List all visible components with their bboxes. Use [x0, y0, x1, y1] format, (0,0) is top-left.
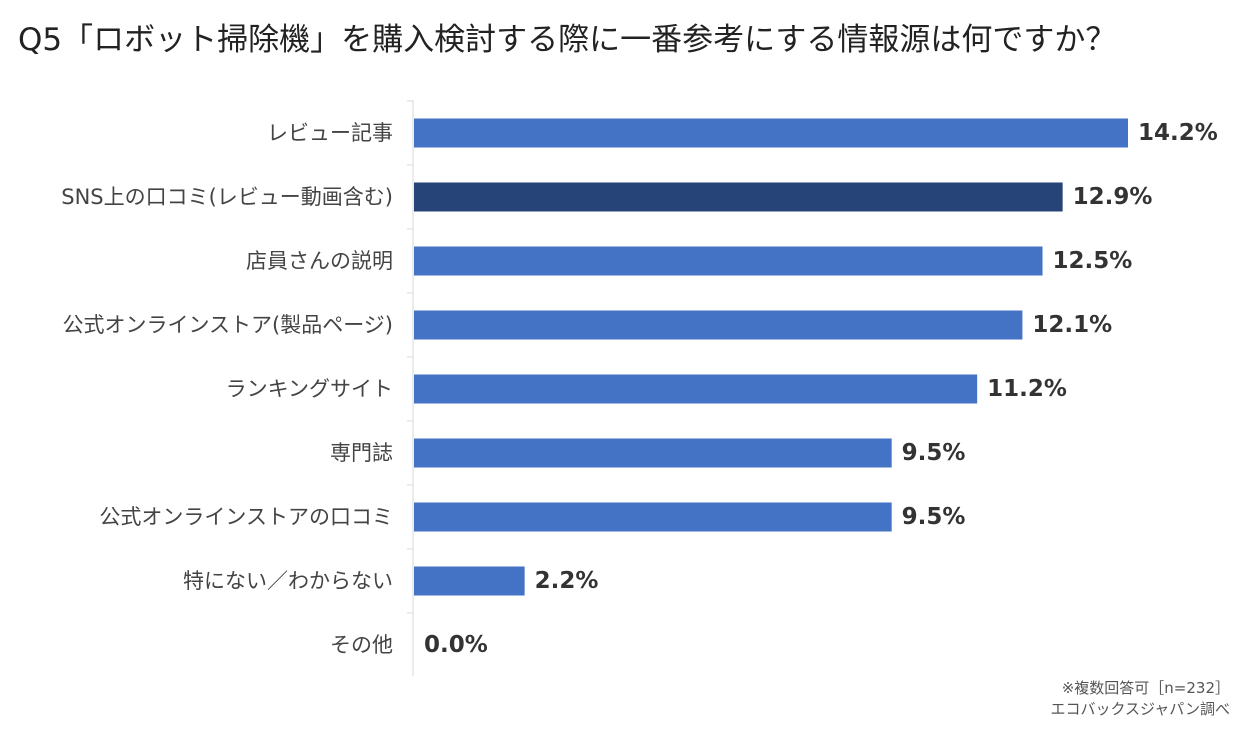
bar	[414, 566, 525, 596]
value-label: 9.5%	[902, 440, 966, 466]
footnote: ※複数回答可［n=232］ エコバックスジャパン調べ	[1050, 678, 1230, 720]
value-label: 9.5%	[902, 504, 966, 530]
bar	[414, 438, 892, 468]
value-label: 2.2%	[535, 568, 599, 594]
category-label: 専門誌	[330, 441, 393, 465]
value-label: 12.9%	[1073, 184, 1153, 210]
footnote-source: エコバックスジャパン調べ	[1050, 700, 1230, 718]
chart-title: Q5「ロボット掃除機」を購入検討する際に一番参考にする情報源は何ですか？	[18, 22, 1117, 58]
footnote-sample-note: ※複数回答可［n=232］	[1061, 679, 1230, 697]
category-label: ランキングサイト	[226, 377, 393, 401]
bar	[414, 118, 1128, 148]
axis-layer	[407, 100, 414, 676]
bar	[414, 246, 1043, 276]
category-label: 公式オンラインストア(製品ページ)	[62, 313, 393, 337]
value-label: 11.2%	[987, 376, 1067, 402]
bar	[414, 310, 1023, 340]
bar	[414, 502, 892, 532]
category-label: 公式オンラインストアの口コミ	[99, 505, 393, 529]
value-label: 0.0%	[424, 632, 488, 658]
value-label: 12.1%	[1032, 312, 1112, 338]
bar	[414, 374, 978, 404]
labels-layer: レビュー記事 14.2% SNS上の口コミ(レビュー動画含む) 12.9% 店員さんの説…	[61, 120, 1218, 658]
category-label: 特にない／わからない	[183, 569, 393, 593]
category-label: SNS上の口コミ(レビュー動画含む)	[61, 185, 393, 209]
category-label: レビュー記事	[267, 121, 393, 145]
bar	[414, 182, 1063, 212]
value-label: 14.2%	[1138, 120, 1218, 146]
value-label: 12.5%	[1053, 248, 1133, 274]
category-label: その他	[330, 633, 393, 657]
category-label: 店員さんの説明	[246, 249, 393, 273]
bars-layer	[414, 118, 1128, 596]
